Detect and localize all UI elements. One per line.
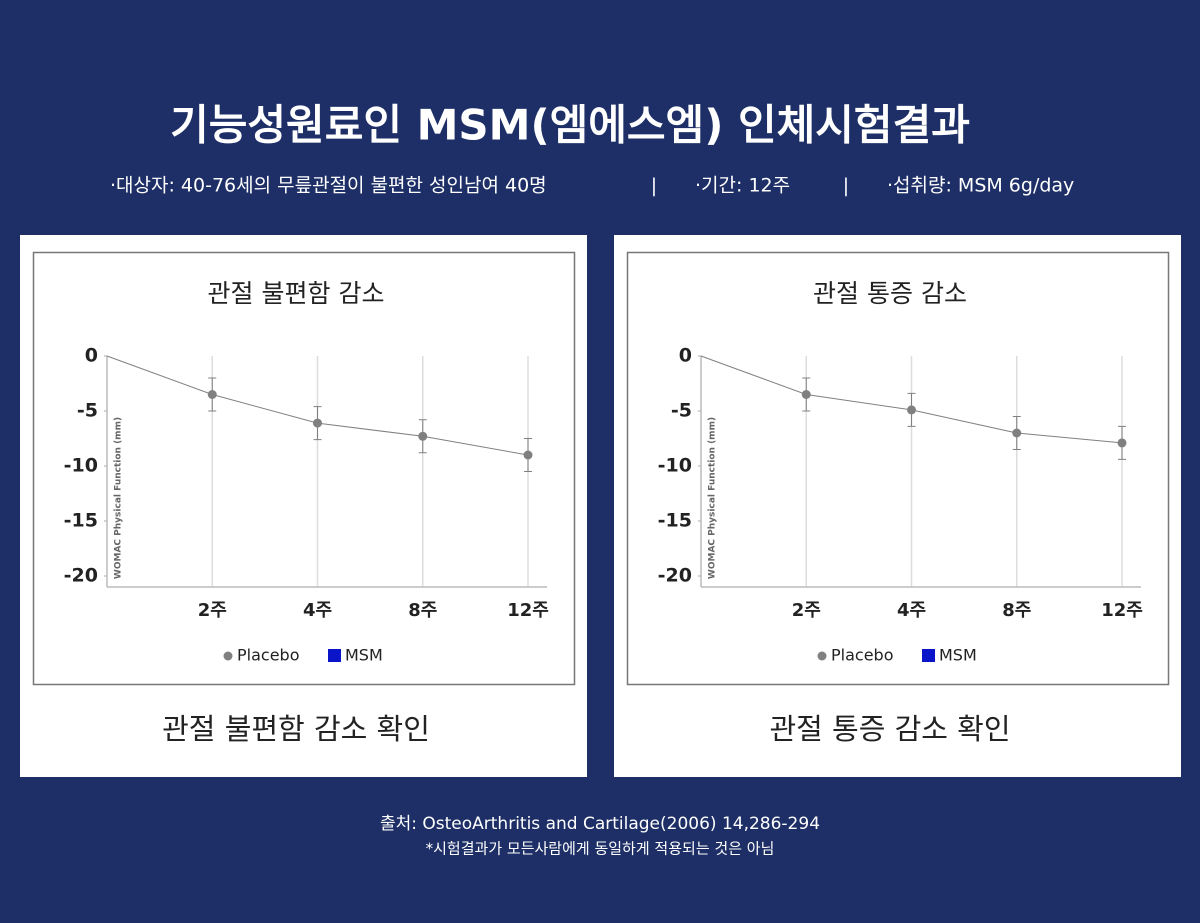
y-tick-label: -15 [658,510,692,532]
y-tick-label: -5 [77,400,98,422]
subtitle-part: ·섭취량: MSM 6g/day [887,175,1074,197]
legend-label: Placebo [237,646,299,665]
y-tick-label: -15 [64,510,98,532]
x-tick-label: 4주 [303,600,332,621]
y-tick-label: -10 [658,455,692,477]
point [1012,428,1022,438]
y-tick-label: 0 [679,345,692,367]
y-tick-label: -20 [64,565,98,587]
panel [614,235,1181,777]
x-tick-label: 12주 [1101,600,1143,621]
point [313,418,322,428]
x-tick-label: 2주 [198,600,227,621]
y-axis-label: WOMAC Physical Function (mm) [708,417,718,579]
subtitle-part: ·기간: 12주 [695,175,790,197]
x-tick-label: 8주 [1002,600,1031,621]
subtitle-part: ·대상자: 40-76세의 무릎관절이 불편한 성인남여 40명 [110,175,547,197]
legend-swatch [223,651,233,661]
point [1117,438,1127,448]
point [523,450,533,460]
x-tick-label: 4주 [897,600,926,621]
x-tick-label: 2주 [792,600,821,621]
separator: | [843,175,849,197]
legend-swatch [328,649,341,662]
panel [20,235,587,777]
legend-label: Placebo [831,646,893,665]
x-tick-label: 8주 [408,600,437,621]
point [801,390,811,399]
x-tick-label: 12주 [507,600,549,621]
chart-title: 관절 불편함 감소 [208,279,385,308]
source: 출처: OsteoArthritis and Cartilage(2006) 1… [380,814,820,834]
chart-frame [32,251,576,686]
y-tick-label: -5 [671,400,692,422]
y-tick-label: 0 [85,345,98,367]
legend-swatch [922,649,935,662]
y-tick-label: -20 [658,565,692,587]
y-tick-label: -10 [64,455,98,477]
chart-frame [626,251,1170,686]
point [207,390,217,399]
caption: 관절 불편함 감소 확인 [162,712,430,746]
chart-title: 관절 통증 감소 [813,279,967,308]
title: 기능성원료인 MSM(엠에스엠) 인체시험결과 [170,101,970,150]
note: *시험결과가 모든사람에게 동일하게 적용되는 것은 아님 [426,840,775,858]
legend-label: MSM [345,646,383,665]
legend-swatch [817,651,827,661]
caption: 관절 통증 감소 확인 [769,712,1010,746]
point [418,431,428,441]
point [907,405,916,415]
y-axis-label: WOMAC Physical Function (mm) [114,417,124,579]
separator: | [651,175,657,197]
legend-label: MSM [939,646,977,665]
